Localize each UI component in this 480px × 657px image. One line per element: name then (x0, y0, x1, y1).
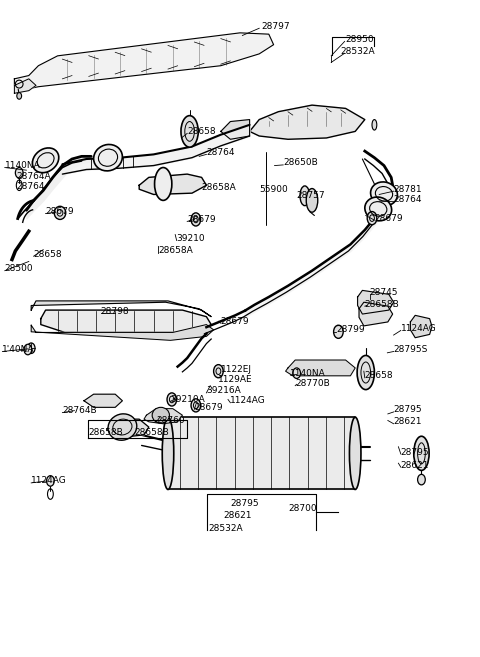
Text: 28658: 28658 (34, 250, 62, 259)
Text: 28764: 28764 (206, 148, 235, 157)
Text: 1124AG: 1124AG (31, 476, 67, 486)
Text: 28650B: 28650B (283, 158, 318, 168)
Text: 1'40NA: 1'40NA (2, 345, 35, 354)
Text: 28658: 28658 (187, 127, 216, 136)
Text: 28770B: 28770B (295, 379, 330, 388)
Polygon shape (14, 79, 36, 93)
Polygon shape (410, 315, 432, 338)
Text: 28532A: 28532A (341, 47, 375, 56)
Ellipse shape (334, 325, 343, 338)
Ellipse shape (191, 213, 201, 226)
Polygon shape (286, 360, 355, 376)
Ellipse shape (214, 365, 223, 378)
Text: 28950: 28950 (346, 35, 374, 44)
Polygon shape (41, 310, 211, 332)
Ellipse shape (181, 116, 198, 147)
Polygon shape (14, 33, 274, 91)
Text: 1140NA: 1140NA (5, 161, 40, 170)
Ellipse shape (191, 399, 201, 412)
Polygon shape (168, 417, 355, 489)
Text: 28658A: 28658A (202, 183, 236, 193)
Text: 28799: 28799 (336, 325, 365, 334)
Text: 1124AG: 1124AG (230, 396, 266, 405)
Text: 28658B: 28658B (365, 300, 399, 309)
Text: 28500: 28500 (5, 264, 34, 273)
Text: 28658A: 28658A (158, 246, 193, 256)
Ellipse shape (47, 476, 54, 486)
Text: 55900: 55900 (259, 185, 288, 194)
Text: 28781: 28781 (394, 185, 422, 194)
Text: 39216A: 39216A (206, 386, 241, 396)
Text: 1124AG: 1124AG (401, 324, 436, 333)
Text: 28764B: 28764B (62, 406, 97, 415)
Ellipse shape (155, 168, 172, 200)
Text: 28795S: 28795S (394, 345, 428, 354)
Text: 28795: 28795 (230, 499, 259, 508)
Text: 1122EJ: 1122EJ (221, 365, 252, 374)
Ellipse shape (152, 407, 169, 423)
Ellipse shape (372, 120, 377, 130)
Text: 1129AE: 1129AE (218, 375, 253, 384)
Text: 28679: 28679 (221, 317, 250, 326)
Polygon shape (250, 105, 365, 139)
Text: 28532A: 28532A (209, 524, 243, 533)
Text: 28764: 28764 (17, 182, 45, 191)
Text: 1140NA: 1140NA (290, 369, 326, 378)
Polygon shape (108, 419, 149, 437)
Text: 28764A: 28764A (17, 171, 51, 181)
Polygon shape (31, 301, 211, 317)
Ellipse shape (15, 168, 23, 178)
Ellipse shape (306, 189, 318, 212)
Ellipse shape (33, 148, 59, 173)
Text: 28745: 28745 (370, 288, 398, 297)
Ellipse shape (17, 93, 22, 99)
Polygon shape (358, 290, 394, 314)
Ellipse shape (367, 212, 377, 225)
Ellipse shape (24, 344, 32, 355)
Text: 28621: 28621 (223, 510, 252, 520)
Text: 28757: 28757 (297, 191, 325, 200)
Text: 28764: 28764 (394, 195, 422, 204)
Polygon shape (84, 394, 122, 407)
Text: 28797: 28797 (262, 22, 290, 31)
Ellipse shape (108, 414, 137, 440)
Ellipse shape (414, 436, 429, 470)
Ellipse shape (293, 368, 300, 378)
Ellipse shape (162, 417, 174, 489)
Ellipse shape (357, 355, 374, 390)
Text: 28658B: 28658B (89, 428, 123, 437)
Ellipse shape (167, 393, 177, 406)
Text: 28795: 28795 (394, 405, 422, 415)
Text: 39210: 39210 (177, 234, 205, 243)
Polygon shape (221, 120, 250, 139)
Text: 28658: 28658 (365, 371, 394, 380)
Text: 28679: 28679 (374, 214, 403, 223)
Text: 28795: 28795 (401, 447, 430, 457)
Ellipse shape (300, 186, 310, 206)
Polygon shape (144, 409, 182, 424)
Ellipse shape (94, 145, 122, 171)
Ellipse shape (418, 474, 425, 485)
Text: 28621: 28621 (394, 417, 422, 426)
Text: 28658B: 28658B (134, 428, 169, 437)
Polygon shape (359, 302, 393, 326)
Text: 28798: 28798 (101, 307, 130, 316)
Ellipse shape (371, 182, 397, 206)
Text: 39210A: 39210A (170, 395, 205, 404)
Polygon shape (31, 325, 214, 340)
Ellipse shape (349, 417, 361, 489)
Polygon shape (139, 174, 206, 194)
Ellipse shape (365, 197, 392, 221)
Text: 28679: 28679 (194, 403, 223, 412)
Text: 28621: 28621 (401, 461, 429, 470)
Text: 28679: 28679 (187, 215, 216, 224)
Ellipse shape (54, 206, 66, 219)
Text: 28700: 28700 (288, 504, 317, 513)
Text: 28679: 28679 (46, 207, 74, 216)
Ellipse shape (27, 343, 35, 353)
Text: 28760: 28760 (156, 416, 185, 425)
